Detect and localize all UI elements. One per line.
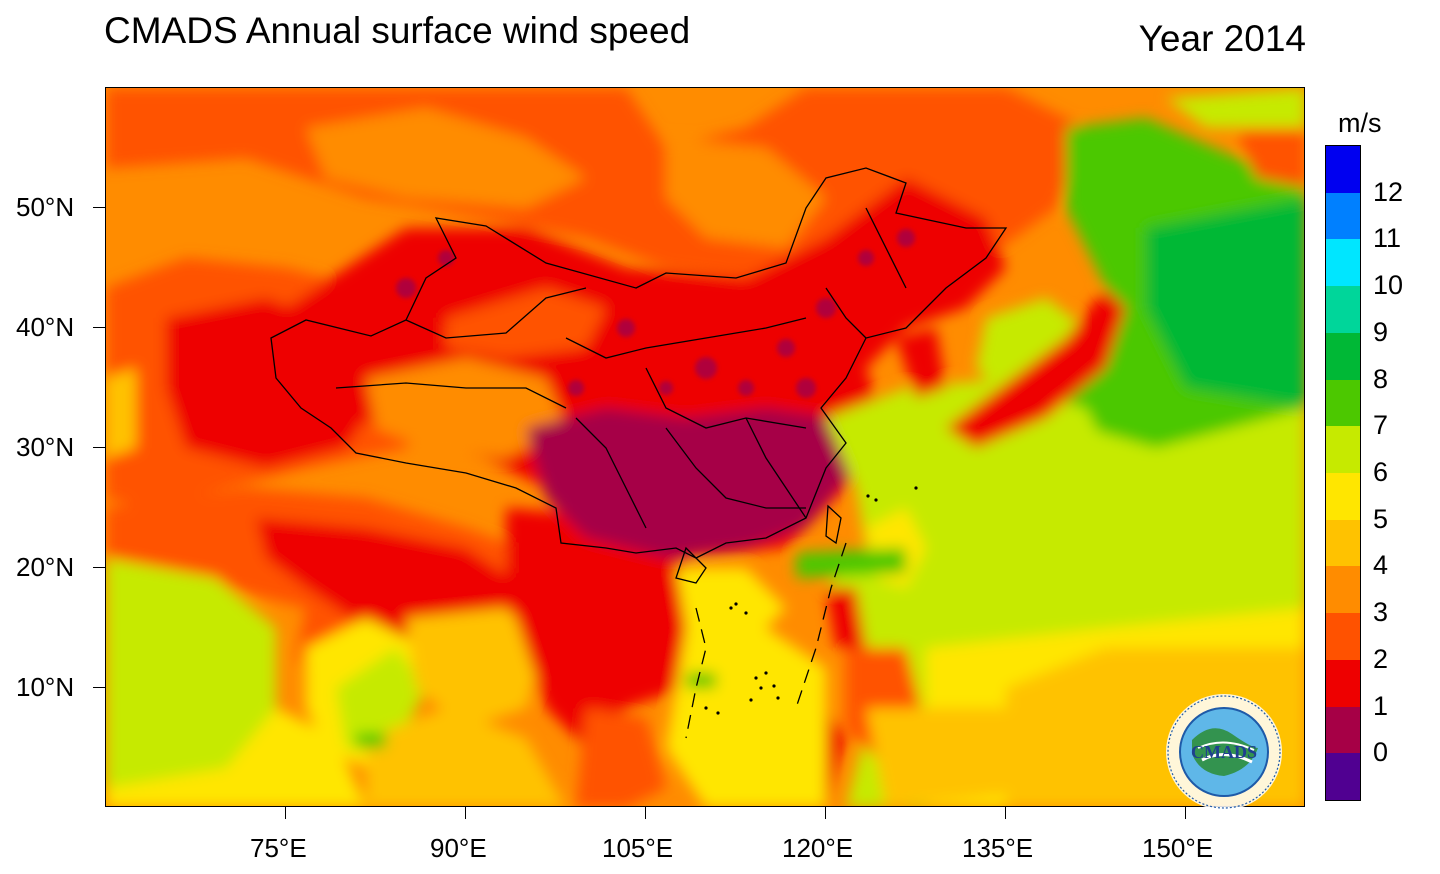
lat-label-10: 10°N xyxy=(16,672,75,702)
tick-lat-20 xyxy=(93,567,105,568)
map-title: CMADS Annual surface wind speed xyxy=(104,10,691,51)
tick-lon-135 xyxy=(1005,807,1006,819)
lat-label-40: 40°N xyxy=(16,312,75,342)
tick-lon-90 xyxy=(465,807,466,819)
lat-label-30: 30°N xyxy=(16,432,75,462)
colorbar-segment xyxy=(1326,473,1360,521)
colorbar-level-label: 9 xyxy=(1373,316,1389,347)
tick-lat-30 xyxy=(93,447,105,448)
colorbar-segment xyxy=(1326,659,1360,708)
colorbar-segment xyxy=(1326,286,1360,334)
year-label: Year 2014 xyxy=(1138,18,1306,59)
tick-lat-10 xyxy=(93,687,105,688)
tick-lon-105 xyxy=(645,807,646,819)
colorbar-level-label: 0 xyxy=(1373,737,1389,768)
lat-label-20: 20°N xyxy=(16,552,75,582)
colorbar-segment xyxy=(1326,146,1360,194)
colorbar-segment xyxy=(1326,566,1360,614)
colorbar-segment xyxy=(1326,239,1360,287)
tick-lat-50 xyxy=(93,207,105,208)
colorbar-segment xyxy=(1326,332,1360,381)
colorbar-segment xyxy=(1326,192,1360,240)
colorbar-segment xyxy=(1326,753,1360,801)
lon-label-135: 135°E xyxy=(962,833,1034,863)
lon-label-105: 105°E xyxy=(602,833,674,863)
colorbar-level-label: 11 xyxy=(1373,223,1402,254)
colorbar-segment xyxy=(1326,519,1360,567)
colorbar-level-label: 4 xyxy=(1373,550,1389,581)
colorbar-level-label: 2 xyxy=(1373,643,1389,674)
tick-lon-75 xyxy=(285,807,286,819)
colorbar-segment xyxy=(1326,613,1360,661)
lon-label-75: 75°E xyxy=(250,833,307,863)
colorbar-level-label: 7 xyxy=(1373,410,1389,441)
colorbar-level-label: 1 xyxy=(1373,690,1389,721)
colorbar-level-label: 12 xyxy=(1373,176,1404,207)
colorbar-level-label: 3 xyxy=(1373,597,1389,628)
colorbar-segment xyxy=(1326,706,1360,754)
wind-speed-field-icon xyxy=(106,88,1304,806)
lat-label-50: 50°N xyxy=(16,192,75,222)
tick-lat-40 xyxy=(93,327,105,328)
colorbar-level-label: 6 xyxy=(1373,457,1389,487)
colorbar xyxy=(1325,145,1361,801)
colorbar-level-label: 8 xyxy=(1373,363,1389,394)
logo-text: CMADS xyxy=(1191,742,1257,762)
lon-label-120: 120°E xyxy=(782,833,854,863)
wind-speed-map xyxy=(105,87,1305,807)
colorbar-level-label: 5 xyxy=(1373,503,1389,534)
tick-lon-120 xyxy=(825,807,826,819)
colorbar-unit: m/s xyxy=(1338,108,1382,138)
cmads-globe-logo-icon: CMADS xyxy=(1162,690,1286,814)
tick-lon-150 xyxy=(1185,807,1186,819)
colorbar-segment xyxy=(1326,426,1360,474)
lon-label-150: 150°E xyxy=(1142,833,1214,863)
colorbar-level-label: 10 xyxy=(1373,270,1404,301)
colorbar-segment xyxy=(1326,379,1360,427)
lon-label-90: 90°E xyxy=(430,833,487,863)
